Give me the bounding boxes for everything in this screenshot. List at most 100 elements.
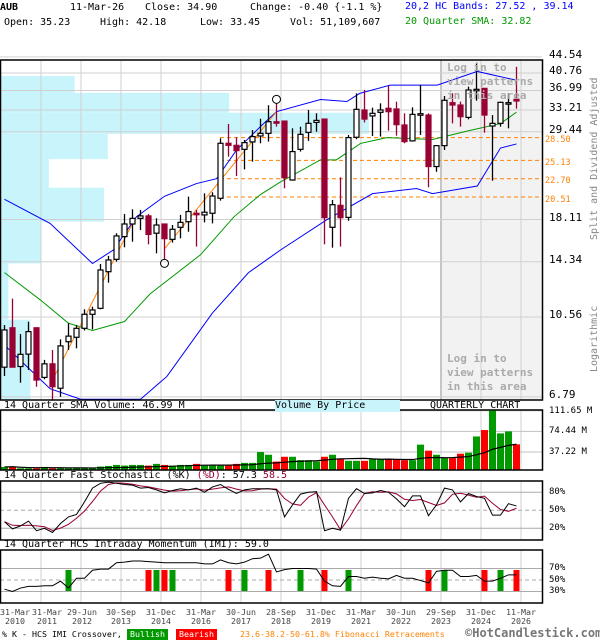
volume-bar (241, 462, 248, 470)
volume-bar (209, 465, 216, 470)
bearish-crossover-bar (225, 570, 232, 591)
bullish-crossover-bar (65, 570, 72, 591)
candle-body (25, 331, 32, 355)
quote-date: 11-Mar-26 (70, 2, 125, 13)
candle-body (161, 223, 168, 240)
candle-body (401, 124, 408, 143)
x-tick-label: 31-Dec 2019 (306, 607, 336, 626)
bullish-crossover-bar (169, 570, 176, 591)
candle-body (89, 309, 96, 315)
candle-body (49, 363, 56, 388)
candle-body (297, 133, 304, 150)
volume-bar (321, 456, 328, 470)
candle-body (353, 108, 360, 138)
volume-panel-border (0, 409, 544, 471)
candle-body (393, 108, 400, 126)
volume-bar (297, 460, 304, 470)
candle-body (409, 113, 416, 142)
candle-body (417, 113, 424, 116)
x-tick-label: 31-Dec 2024 (466, 607, 496, 626)
volume-bar (33, 468, 40, 470)
volume-tick-label: 74.44 M (549, 426, 587, 437)
candle-body (137, 215, 144, 219)
candle-body (305, 122, 312, 133)
legend-fibonacci: 23.6-38.2-50-61.8% Fibonacci Retracement… (240, 629, 445, 639)
x-tick-label: 31-Mar 2011 (32, 607, 62, 626)
x-tick-label: 11-Mar 2026 (506, 607, 536, 626)
volume-bar (265, 454, 272, 470)
stochastic-label: 14 Quarter Fast Stochastic (%K) (%D): 57… (4, 470, 287, 482)
volume-bar (177, 464, 184, 470)
x-tick-label: 31-Dec 2014 (146, 607, 176, 626)
price-tick-label: 6.79 (549, 387, 576, 401)
candle-body (1, 329, 8, 368)
volume-bar (169, 465, 176, 470)
price-tick-label: 33.21 (549, 100, 583, 114)
legend-crossover-label: % K - HCS IMI Crossover, (2, 629, 122, 639)
volume-bar (433, 454, 440, 470)
volume-bar (361, 460, 368, 470)
volume-value: Vol: 51,109,607 (290, 17, 381, 28)
volume-by-price-bar (1, 263, 9, 320)
volume-bar (465, 452, 472, 470)
candle-body (489, 122, 496, 127)
x-tick-label: 30-Jun 2022 (386, 607, 416, 626)
candle-body (329, 204, 336, 228)
x-tick-label: 31-Mar 2016 (186, 607, 216, 626)
candle-body (225, 142, 232, 146)
candle-body (65, 335, 72, 343)
patterns-notice-top[interactable]: Log in to view patterns in this area (447, 61, 540, 102)
candle-body (321, 118, 328, 219)
volume-by-price-bar (1, 92, 230, 113)
pattern-area (440, 60, 542, 400)
legend-bearish: Bearish (176, 629, 217, 640)
volume-bar (73, 468, 80, 470)
volume-bar (25, 468, 32, 470)
candle-body (57, 345, 64, 389)
volume-bar (305, 460, 312, 470)
x-tick-label: 28-Sep 2018 (266, 607, 296, 626)
volume-bar (17, 468, 24, 470)
chart-period-label: QUARTERLY CHART (430, 400, 521, 411)
candle-body (233, 144, 240, 152)
candle-body (257, 132, 264, 137)
volume-by-price-bar (1, 75, 75, 93)
volume-by-price-bar (1, 159, 49, 188)
bullish-crossover-bar (441, 570, 448, 591)
volume-bar (337, 459, 344, 470)
price-tick-label: 36.99 (549, 81, 583, 95)
candle-body (129, 217, 136, 225)
price-tick-label: 40.76 (549, 63, 583, 77)
scale-label: Logarithmic (589, 305, 600, 372)
volume-bar (345, 460, 352, 470)
copyright-link[interactable]: ©HotCandlestick.com (465, 626, 600, 640)
volume-by-price-bar (1, 112, 369, 134)
open-value: Open: 35.23 (4, 17, 71, 28)
volume-bar (489, 410, 496, 470)
volume-bar (441, 458, 448, 470)
high-value: High: 42.18 (100, 17, 167, 28)
stochastic-d-value: 58.5 (262, 470, 288, 481)
candle-body (201, 211, 208, 216)
candle-body (41, 363, 48, 379)
volume-bar (41, 466, 48, 470)
bearish-crossover-bar (145, 570, 152, 591)
candle-body (273, 121, 280, 124)
pattern-marker (272, 94, 281, 104)
volume-bar (457, 453, 464, 470)
candle-body (281, 120, 288, 179)
fibonacci-label: 25.13 (545, 157, 571, 168)
volume-bar (201, 465, 208, 470)
candle-body (449, 102, 456, 106)
candle-body (345, 137, 352, 218)
patterns-notice-bottom[interactable]: Log in to view patterns in this area (447, 352, 540, 393)
volume-bar (145, 465, 152, 470)
x-tick-label: 31-Mar 2021 (346, 607, 376, 626)
bearish-crossover-bar (481, 570, 488, 591)
bullish-crossover-bar (241, 570, 248, 591)
volume-tick-label: 37.22 M (549, 447, 587, 458)
candle-body (185, 210, 192, 223)
volume-sma-label: 14 Quarter SMA Volume: 46.99 M (4, 400, 185, 411)
x-tick-label: 30-Sep 2013 (106, 607, 136, 626)
candle-body (441, 99, 448, 147)
